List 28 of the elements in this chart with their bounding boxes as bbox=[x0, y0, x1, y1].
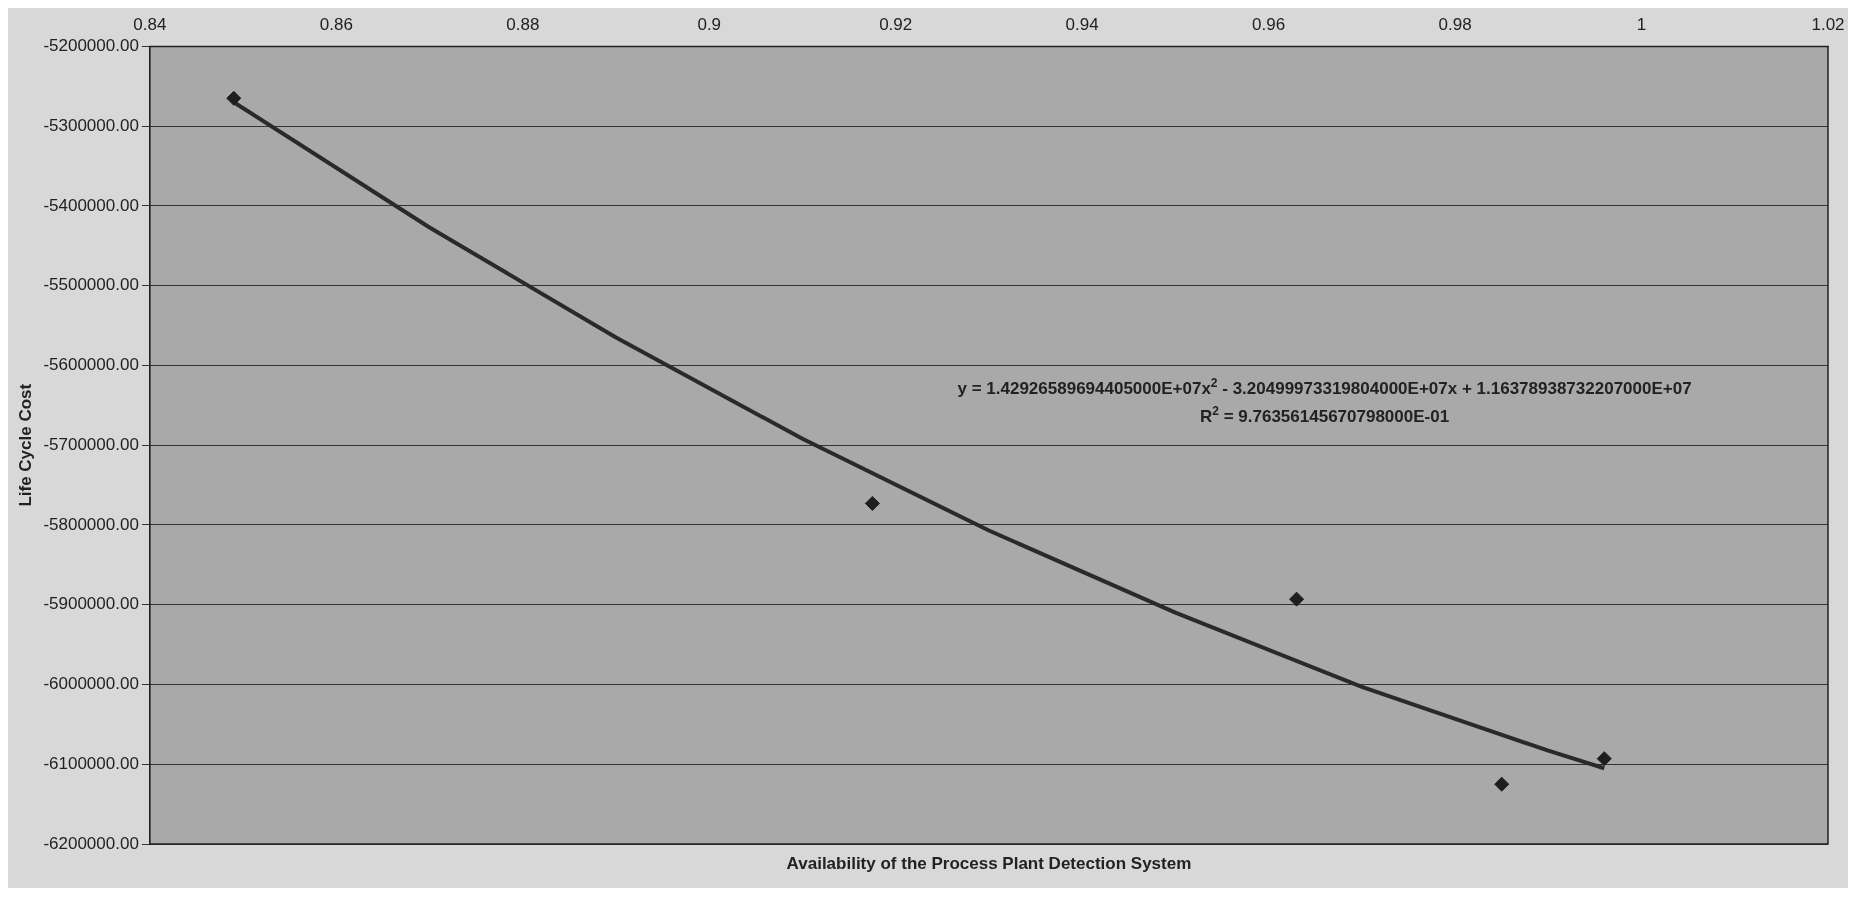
y-tick-label: -5900000.00 bbox=[43, 594, 139, 614]
x-tick-label: 1.02 bbox=[1811, 14, 1845, 34]
x-tick-label: 0.92 bbox=[879, 14, 913, 34]
point bbox=[226, 90, 242, 106]
y-axis-title: Life Cycle Cost bbox=[15, 383, 35, 507]
point bbox=[1289, 591, 1305, 607]
x-tick-label: 0.96 bbox=[1252, 14, 1286, 34]
y-tick-label: -5800000.00 bbox=[43, 514, 139, 534]
y-tick-label: -5300000.00 bbox=[43, 115, 139, 135]
y-tick-label: -5700000.00 bbox=[43, 434, 139, 454]
x-tick-label: 0.94 bbox=[1065, 14, 1099, 34]
x-tick-label: 0.88 bbox=[506, 14, 540, 34]
y-tick-label: -6000000.00 bbox=[43, 674, 139, 694]
y-tick-label: -5500000.00 bbox=[43, 275, 139, 295]
point bbox=[1596, 751, 1612, 767]
x-tick-label: 0.98 bbox=[1438, 14, 1472, 34]
y-tick-label: -5600000.00 bbox=[43, 355, 139, 375]
y-tick-label: -5200000.00 bbox=[43, 36, 139, 56]
x-tick-label: 0.84 bbox=[133, 14, 167, 34]
point bbox=[864, 495, 880, 511]
point bbox=[1494, 776, 1510, 792]
x-axis-title: Availability of the Process Plant Detection System bbox=[786, 854, 1192, 874]
y-tick-label: -6200000.00 bbox=[43, 833, 139, 853]
y-tick-label: -6100000.00 bbox=[43, 753, 139, 773]
x-tick-label: 0.86 bbox=[319, 14, 353, 34]
x-tick-label: 1 bbox=[1636, 14, 1647, 34]
y-tick-label: -5400000.00 bbox=[43, 195, 139, 215]
x-tick-label: 0.9 bbox=[697, 14, 722, 34]
